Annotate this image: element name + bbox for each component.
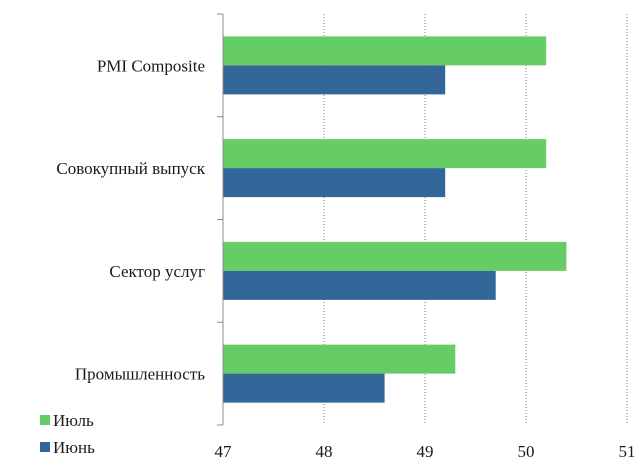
bar-july-1: [223, 139, 547, 169]
x-tick-label-49: 49: [417, 442, 434, 461]
legend-swatch-june: [40, 442, 50, 452]
bar-june-1: [223, 168, 446, 198]
category-label-3: Промышленность: [75, 365, 205, 384]
bar-june-3: [223, 373, 385, 403]
category-label-1: Совокупный выпуск: [56, 159, 205, 178]
legend-label-july: Июль: [53, 411, 94, 430]
x-tick-label-47: 47: [215, 442, 233, 461]
x-tick-label-51: 51: [619, 442, 636, 461]
y-axis: [217, 13, 224, 426]
legend-label-june: Июнь: [53, 438, 95, 457]
bar-july-2: [223, 241, 567, 271]
category-label-0: PMI Composite: [97, 56, 205, 75]
bar-july-0: [223, 36, 547, 66]
category-label-2: Сектор услуг: [109, 262, 205, 281]
x-tick-labels: 47 48 49 50 51: [215, 442, 636, 461]
bar-june-0: [223, 65, 446, 95]
x-tick-label-50: 50: [518, 442, 535, 461]
bar-june-2: [223, 270, 496, 300]
category-labels: PMI Composite Совокупный выпуск Сектор усл…: [56, 56, 205, 383]
legend-swatch-july: [40, 415, 50, 425]
bar-july-3: [223, 344, 456, 374]
x-tick-label-48: 48: [316, 442, 333, 461]
bars-group: [223, 36, 567, 403]
legend: Июль Июнь: [40, 411, 95, 457]
